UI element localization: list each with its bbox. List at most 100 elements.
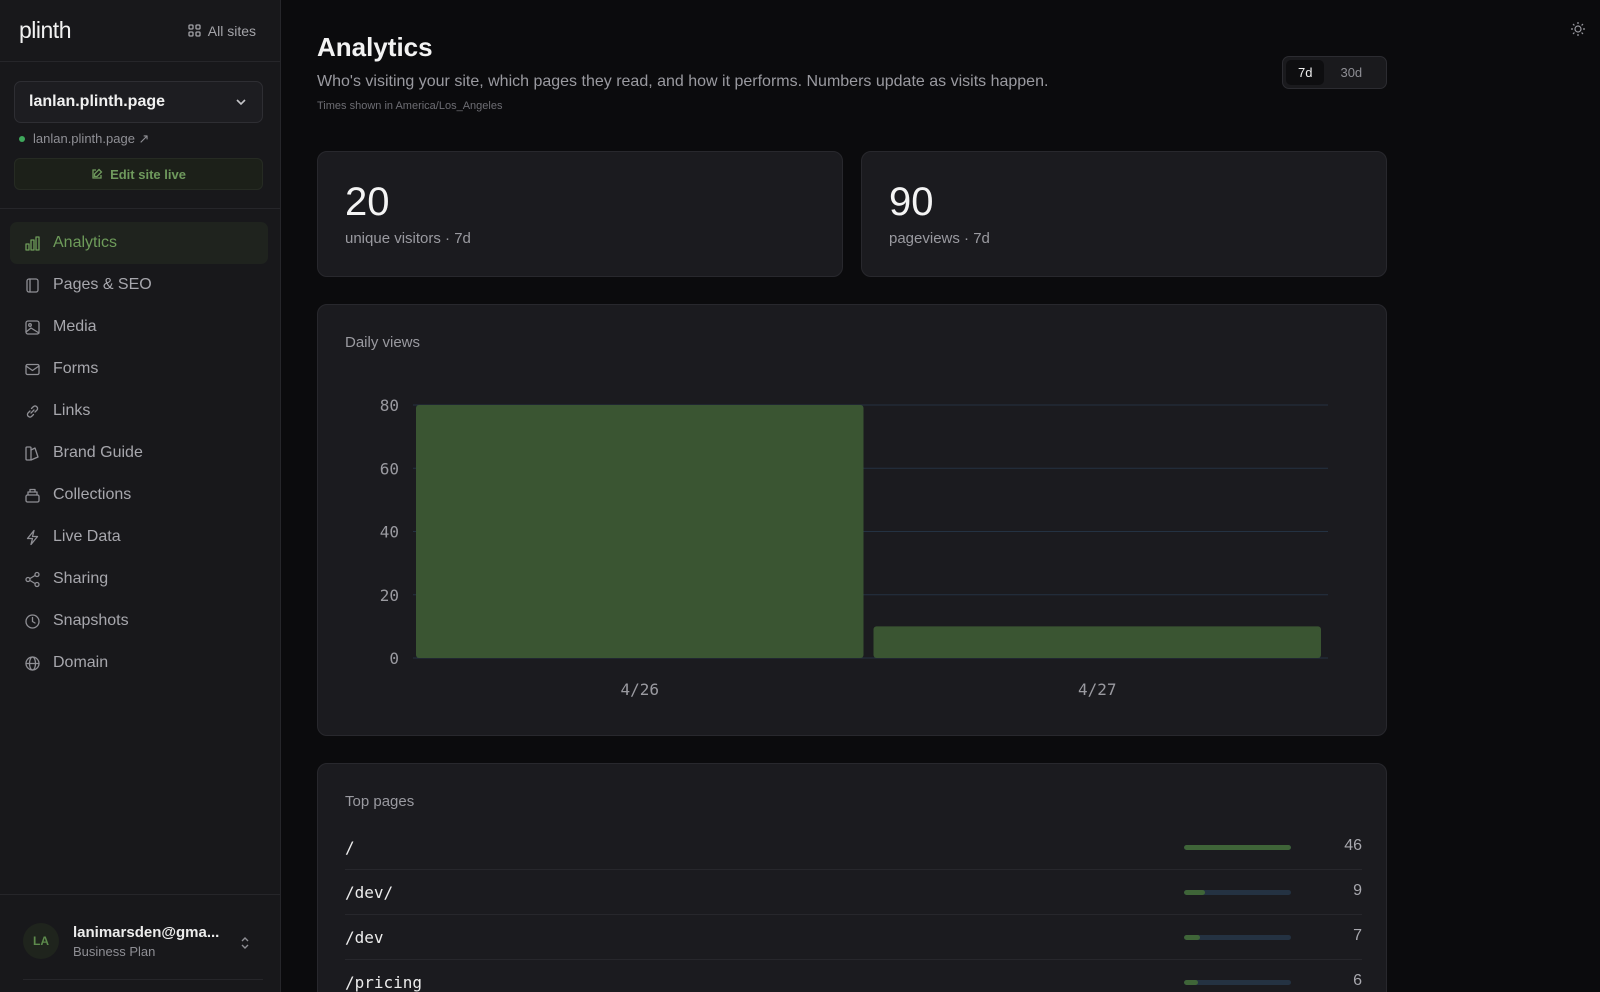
mail-icon bbox=[25, 363, 40, 375]
top-pages-card: Top pages / 46/dev/9/dev 7/pricing 6 bbox=[317, 763, 1387, 992]
top-page-row[interactable]: /dev 7 bbox=[345, 915, 1362, 960]
sidebar-item-brand-guide[interactable]: Brand Guide bbox=[10, 432, 268, 474]
sidebar-divider bbox=[0, 208, 281, 209]
user-plan: Business Plan bbox=[73, 943, 156, 959]
top-page-bar bbox=[1184, 890, 1291, 895]
globe-icon bbox=[25, 655, 40, 671]
live-site-link-label: lanlan.plinth.page ↗ bbox=[33, 131, 150, 146]
user-divider bbox=[23, 979, 263, 980]
status-dot bbox=[19, 136, 25, 142]
top-page-bar bbox=[1184, 845, 1291, 850]
top-page-bar-fill bbox=[1184, 845, 1291, 850]
chart-bar[interactable] bbox=[873, 626, 1322, 658]
all-sites-label: All sites bbox=[207, 22, 256, 39]
pageviews-value: 90 bbox=[889, 180, 934, 224]
top-page-row[interactable]: /pricing 6 bbox=[345, 960, 1362, 992]
sidebar-item-label: Forms bbox=[53, 360, 99, 377]
y-tick-label: 80 bbox=[380, 396, 399, 415]
user-email: lanimarsden@gma... bbox=[73, 923, 220, 941]
top-page-row[interactable]: / 46 bbox=[345, 825, 1362, 870]
user-info: LA lanimarsden@gma... Business Plan bbox=[23, 923, 219, 959]
chart-title: Daily views bbox=[345, 334, 421, 351]
top-page-count: 46 bbox=[1344, 837, 1362, 854]
sidebar-item-label: Media bbox=[53, 318, 97, 335]
sidebar-item-snapshots[interactable]: Snapshots bbox=[10, 600, 268, 642]
edit-icon bbox=[92, 168, 103, 179]
sidebar-item-live-data[interactable]: Live Data bbox=[10, 516, 268, 558]
user-menu[interactable]: LA lanimarsden@gma... Business Plan bbox=[0, 894, 281, 992]
sidebar-item-label: Pages & SEO bbox=[53, 276, 152, 293]
page-title: Analytics bbox=[317, 32, 433, 62]
edit-site-live-button[interactable]: Edit site live bbox=[14, 158, 263, 190]
sidebar-item-domain[interactable]: Domain bbox=[10, 642, 268, 684]
y-tick-label: 60 bbox=[380, 459, 399, 478]
brand-row: plinth All sites bbox=[0, 0, 280, 62]
bar-chart-icon bbox=[25, 235, 40, 251]
pageviews-label: pageviews · 7d bbox=[889, 230, 990, 247]
pageviews-card: 90 pageviews · 7d bbox=[861, 151, 1387, 277]
sidebar-item-links[interactable]: Links bbox=[10, 390, 268, 432]
daily-views-card: Daily views 0 20 40 60 80 4/26 4/27 bbox=[317, 304, 1387, 736]
y-tick-label: 20 bbox=[380, 586, 399, 605]
top-page-bar-fill bbox=[1184, 890, 1205, 895]
range-30d-button[interactable]: 30d bbox=[1340, 65, 1363, 80]
sidebar-item-sharing[interactable]: Sharing bbox=[10, 558, 268, 600]
sidebar-item-collections[interactable]: Collections bbox=[10, 474, 268, 516]
share-icon bbox=[25, 571, 40, 587]
top-page-path: /dev/ bbox=[345, 882, 394, 902]
chevron-up-down-icon bbox=[241, 937, 249, 949]
top-page-bar-fill bbox=[1184, 980, 1198, 985]
sidebar-item-forms[interactable]: Forms bbox=[10, 348, 268, 390]
range-7d-button[interactable]: 7d bbox=[1286, 60, 1325, 85]
sidebar-nav: Analytics Pages & SEO Media Forms Links Brand… bbox=[10, 222, 268, 684]
chevron-down-icon bbox=[236, 99, 246, 106]
edit-site-live-label: Edit site live bbox=[110, 166, 186, 182]
sidebar-item-analytics[interactable]: Analytics bbox=[10, 222, 268, 264]
sidebar-item-label: Live Data bbox=[53, 528, 121, 545]
top-page-bar bbox=[1184, 935, 1291, 940]
live-site-link[interactable]: lanlan.plinth.page ↗ bbox=[19, 131, 149, 147]
page-subtitle: Who's visiting your site, which pages th… bbox=[317, 73, 1049, 90]
top-page-count: 7 bbox=[1353, 927, 1362, 944]
sidebar-item-label: Links bbox=[53, 402, 91, 419]
daily-views-chart: 0 20 40 60 80 4/26 4/27 bbox=[380, 396, 1328, 699]
y-tick-label: 40 bbox=[380, 523, 399, 542]
brand-icon bbox=[25, 445, 39, 461]
x-tick-label: 4/27 bbox=[1078, 680, 1117, 699]
all-sites-button[interactable]: All sites bbox=[188, 23, 256, 39]
bolt-icon bbox=[26, 529, 39, 545]
site-selector[interactable]: lanlan.plinth.page bbox=[14, 81, 263, 123]
y-tick-label: 0 bbox=[389, 649, 399, 668]
avatar: LA bbox=[23, 923, 59, 959]
sidebar-item-label: Analytics bbox=[53, 234, 118, 251]
link-icon bbox=[26, 404, 39, 418]
grid-icon bbox=[188, 24, 201, 37]
top-page-count: 9 bbox=[1353, 882, 1362, 899]
x-tick-label: 4/26 bbox=[620, 680, 659, 699]
top-page-row[interactable]: /dev/9 bbox=[345, 870, 1362, 915]
sidebar-item-label: Collections bbox=[53, 486, 132, 503]
visitors-label: unique visitors · 7d bbox=[345, 230, 471, 247]
sidebar-item-label: Sharing bbox=[53, 570, 109, 587]
sidebar-item-label: Snapshots bbox=[53, 612, 129, 629]
clock-icon bbox=[25, 613, 40, 629]
top-page-path: / bbox=[345, 837, 355, 857]
sidebar: plinth All sites lanlan.plinth.page lanl… bbox=[0, 0, 281, 992]
top-page-bar-fill bbox=[1184, 935, 1201, 940]
visitors-value: 20 bbox=[345, 180, 390, 224]
logo[interactable]: plinth bbox=[19, 17, 71, 43]
top-page-path: /pricing bbox=[345, 972, 423, 992]
sidebar-item-pages-seo[interactable]: Pages & SEO bbox=[10, 264, 268, 306]
top-page-bar bbox=[1184, 980, 1291, 985]
sidebar-item-label: Brand Guide bbox=[53, 444, 143, 461]
site-selector-value: lanlan.plinth.page bbox=[29, 93, 166, 110]
sidebar-item-label: Domain bbox=[53, 654, 109, 671]
sidebar-item-media[interactable]: Media bbox=[10, 306, 268, 348]
collection-icon bbox=[25, 488, 40, 503]
top-page-count: 6 bbox=[1353, 972, 1362, 989]
sun-icon[interactable] bbox=[1570, 21, 1586, 37]
chart-bar[interactable] bbox=[416, 405, 864, 658]
range-toggle: 7d 30d bbox=[1282, 56, 1387, 89]
top-pages-title: Top pages bbox=[345, 793, 415, 810]
visitors-card: 20 unique visitors · 7d bbox=[317, 151, 843, 277]
